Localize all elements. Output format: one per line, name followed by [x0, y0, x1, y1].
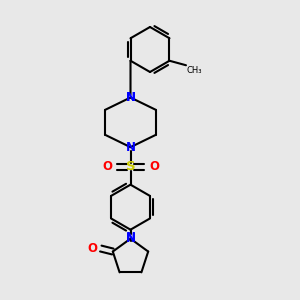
Text: N: N — [125, 231, 136, 244]
Text: O: O — [149, 160, 159, 173]
Text: O: O — [102, 160, 112, 173]
Text: N: N — [125, 91, 136, 104]
Text: CH₃: CH₃ — [187, 66, 203, 75]
Text: N: N — [125, 141, 136, 154]
Text: O: O — [87, 242, 97, 255]
Text: N: N — [125, 232, 136, 245]
Text: S: S — [126, 160, 135, 173]
Text: N: N — [125, 91, 136, 104]
